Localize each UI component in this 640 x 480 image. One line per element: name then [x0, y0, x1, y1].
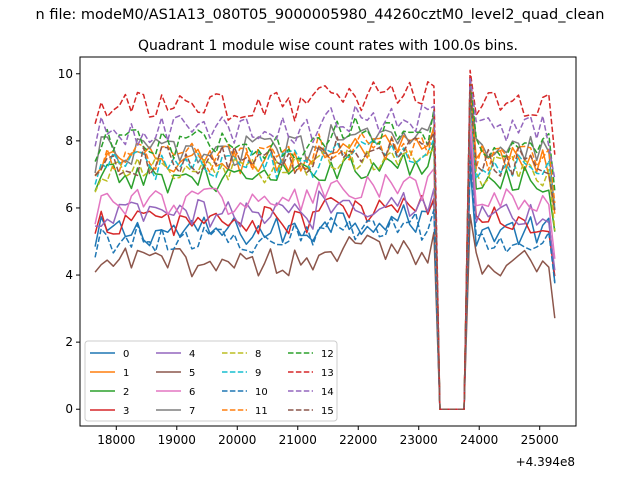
series-line-7 — [94, 86, 556, 410]
series-line-2 — [94, 89, 556, 410]
x-tick-label: 23000 — [400, 433, 438, 447]
y-tick-label: 6 — [65, 201, 73, 215]
series-line-12 — [94, 76, 556, 410]
x-tick-label: 24000 — [460, 433, 498, 447]
x-axis-offset-label: +4.394e8 — [516, 455, 575, 469]
x-tick-label: 22000 — [339, 433, 377, 447]
legend-frame — [84, 340, 338, 422]
series-line-9 — [94, 93, 556, 410]
legend-label-9: 9 — [255, 368, 261, 379]
x-axis: 18000 19000 20000 21000 22000 23000 24000 25000 — [97, 426, 559, 447]
series-line-1 — [94, 76, 556, 410]
x-tick-label: 21000 — [279, 433, 317, 447]
legend-label-14: 14 — [321, 387, 334, 398]
series-line-4 — [95, 133, 556, 410]
legend-label-3: 3 — [123, 406, 129, 417]
legend-label-7: 7 — [189, 406, 195, 417]
legend-label-2: 2 — [123, 387, 129, 398]
legend-label-10: 10 — [255, 387, 268, 398]
chart-title: Quadrant 1 module wise count rates with … — [138, 38, 518, 54]
legend-label-1: 1 — [123, 368, 129, 379]
legend-label-12: 12 — [321, 349, 334, 360]
figure-suptitle: n file: modeM0/AS1A13_080T05_9000005980_… — [36, 7, 605, 23]
legend-label-5: 5 — [189, 368, 195, 379]
x-tick-label: 20000 — [218, 433, 256, 447]
legend-label-0: 0 — [123, 349, 129, 360]
x-tick-label: 18000 — [97, 433, 135, 447]
y-tick-label: 4 — [65, 268, 73, 282]
y-tick-label: 10 — [58, 67, 73, 81]
series-layer — [94, 69, 556, 410]
x-tick-label: 25000 — [521, 433, 559, 447]
y-tick-label: 8 — [65, 134, 73, 148]
y-tick-label: 0 — [65, 402, 73, 416]
legend-label-8: 8 — [255, 349, 261, 360]
plot-frame — [79, 56, 577, 427]
series-line-10 — [94, 160, 556, 410]
y-tick-label: 2 — [65, 335, 73, 349]
legend-label-15: 15 — [321, 406, 334, 417]
series-line-13 — [94, 69, 556, 410]
series-line-6 — [94, 113, 556, 410]
series-line-5 — [94, 213, 556, 410]
legend-label-13: 13 — [321, 368, 334, 379]
y-axis: 0 2 4 6 8 10 — [58, 67, 80, 416]
x-tick-label: 19000 — [158, 433, 196, 447]
legend-label-6: 6 — [189, 387, 195, 398]
legend-label-11: 11 — [255, 406, 268, 417]
legend-label-4: 4 — [189, 349, 195, 360]
